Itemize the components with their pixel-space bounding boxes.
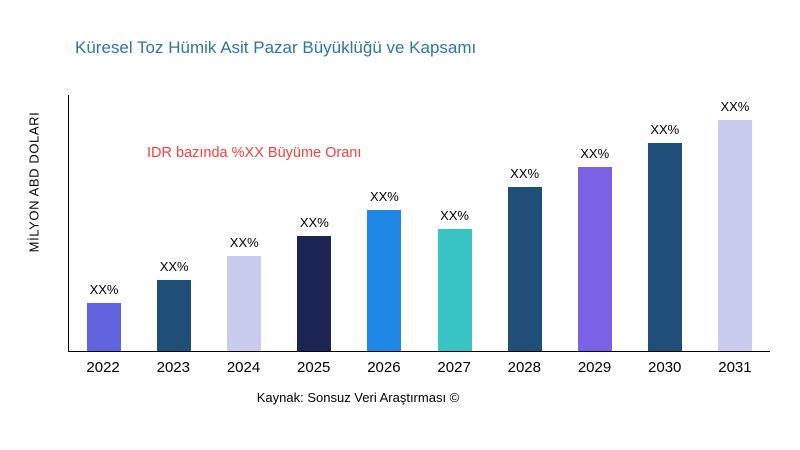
- bar-value-label: XX%: [89, 281, 119, 297]
- bar-2022: [87, 302, 122, 351]
- source-caption: Kaynak: Sonsuz Veri Araştırması ©: [256, 390, 460, 405]
- bar-slot-2028: XX%: [490, 95, 560, 351]
- bar-slot-2026: XX%: [349, 95, 419, 351]
- bar-slot-2022: XX%: [69, 95, 139, 351]
- bar-2029: [577, 166, 612, 351]
- y-axis-label: MİLYON ABD DOLARI: [26, 111, 42, 253]
- bar-value-label: XX%: [159, 258, 189, 274]
- growth-rate-annotation: IDR bazında %XX Büyüme Oranı: [147, 145, 362, 161]
- x-tick-2030: 2030: [648, 359, 682, 376]
- bar-slot-2031: XX%: [700, 95, 770, 351]
- x-tick-2028: 2028: [507, 359, 541, 376]
- bar-value-label: XX%: [299, 214, 329, 230]
- bar-slot-2027: XX%: [419, 95, 489, 351]
- bar-2026: [367, 210, 402, 351]
- bar-2024: [227, 256, 262, 351]
- bar-slot-2029: XX%: [560, 95, 630, 351]
- bar-slot-2030: XX%: [630, 95, 700, 351]
- chart-title: Küresel Toz Hümik Asit Pazar Büyüklüğü v…: [75, 38, 477, 57]
- bar-value-label: XX%: [720, 99, 750, 115]
- bar-value-label: XX%: [229, 235, 259, 251]
- bar-slot-2025: XX%: [279, 95, 349, 351]
- bar-value-label: XX%: [510, 166, 540, 182]
- x-tick-2027: 2027: [437, 359, 471, 376]
- x-tick-2022: 2022: [86, 359, 120, 376]
- bar-value-label: XX%: [369, 189, 399, 205]
- bar-slot-2023: XX%: [139, 95, 209, 351]
- x-axis-tick-labels: 2022 2023 2024 2025 2026 2027 2028 2029 2030 2031: [68, 359, 770, 376]
- x-tick-2029: 2029: [577, 359, 612, 376]
- bar-2023: [157, 279, 192, 351]
- bar-2028: [507, 187, 542, 351]
- bar-2027: [437, 228, 472, 351]
- bars-container: XX% XX% XX% XX% XX% XX% XX% XX% XX% XX%: [69, 95, 770, 351]
- bar-value-label: XX%: [580, 145, 610, 161]
- x-tick-2024: 2024: [226, 359, 261, 376]
- x-tick-2026: 2026: [367, 359, 401, 376]
- bar-value-label: XX%: [440, 207, 469, 223]
- bar-slot-2024: XX%: [209, 95, 279, 351]
- bar-2030: [647, 143, 682, 351]
- x-tick-2031: 2031: [718, 359, 752, 376]
- bar-2025: [297, 235, 332, 351]
- x-tick-2023: 2023: [156, 359, 190, 376]
- bar-value-label: XX%: [650, 122, 680, 138]
- plot-area: IDR bazında %XX Büyüme Oranı XX% XX% XX% XX…: [68, 95, 770, 352]
- bar-2031: [717, 120, 752, 351]
- x-tick-2025: 2025: [297, 359, 331, 376]
